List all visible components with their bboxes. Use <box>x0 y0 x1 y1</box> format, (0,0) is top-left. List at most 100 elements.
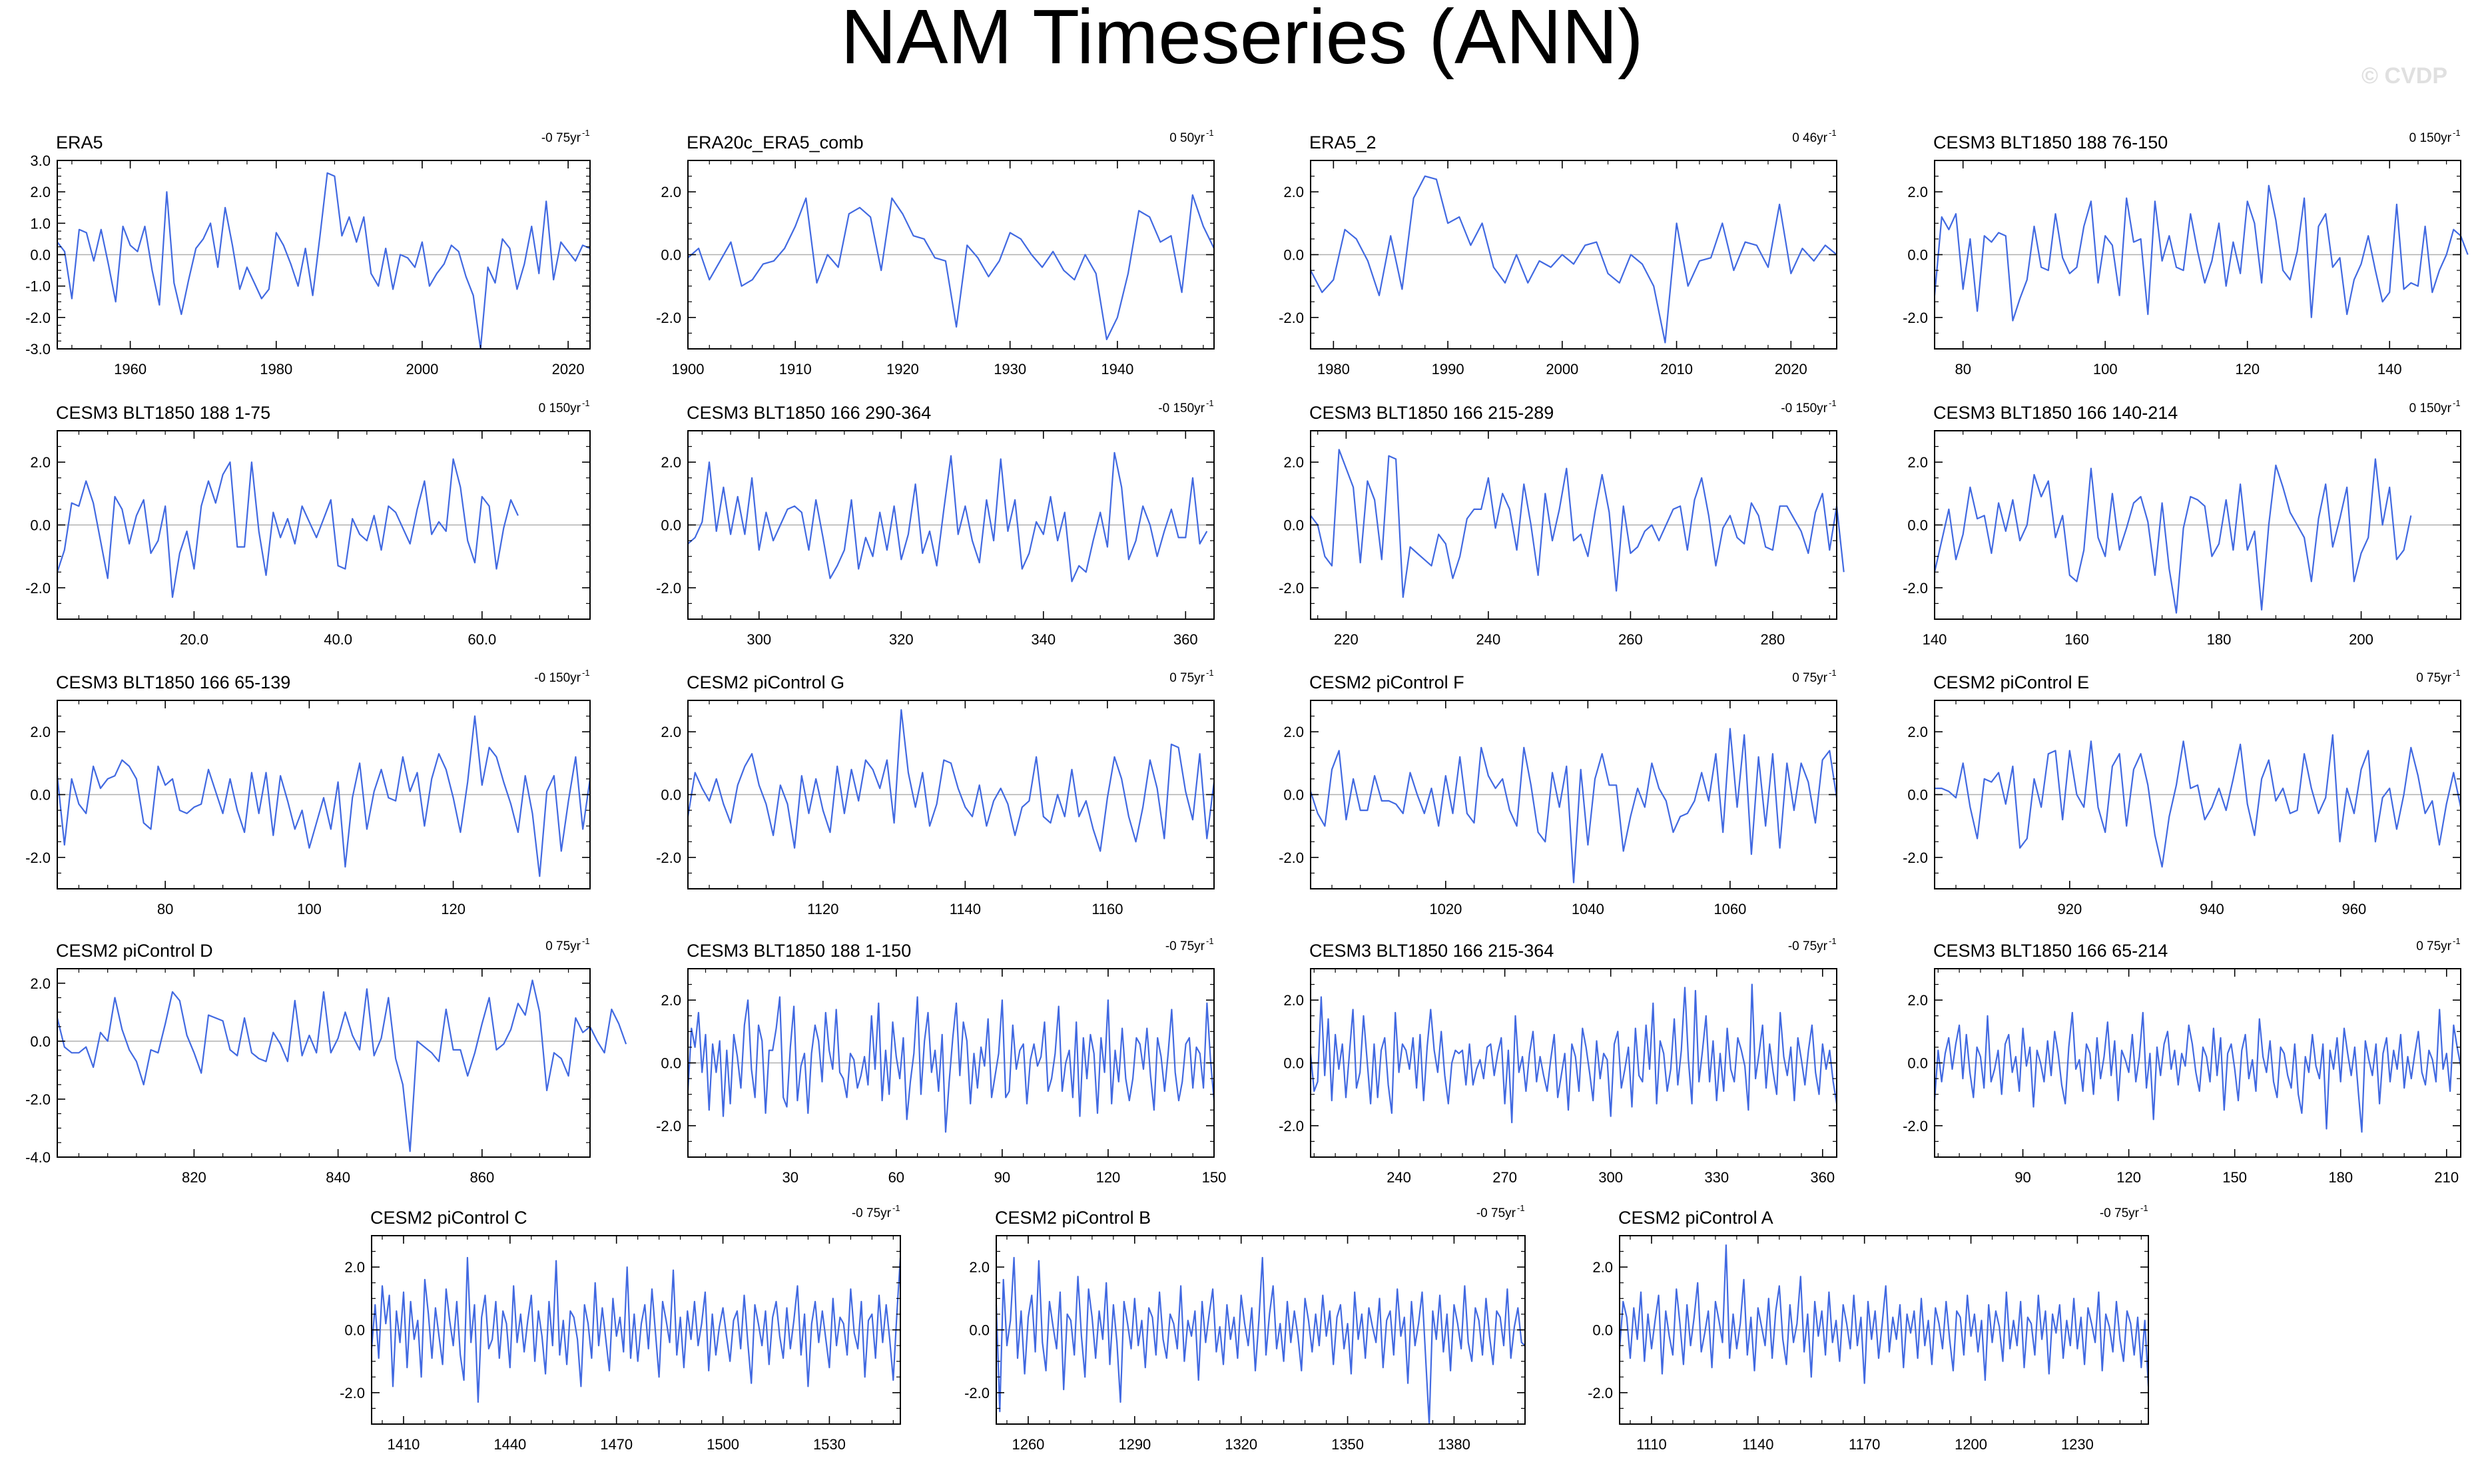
x-tick-label: 140 <box>2377 361 2402 377</box>
x-tick-label: 60.0 <box>467 631 496 648</box>
trend-label: 0 75yr <box>2416 671 2451 685</box>
y-tick-label: 0.0 <box>1907 1055 1928 1072</box>
x-tick-label: 1990 <box>1432 361 1464 377</box>
plot-frame <box>57 968 591 1158</box>
x-tick-label: 30 <box>782 1169 798 1186</box>
trend-superscript: -1 <box>2140 1203 2148 1213</box>
x-tick-label: 1060 <box>1713 901 1746 917</box>
series-line <box>1310 449 1845 599</box>
series-line <box>1309 728 1838 883</box>
trend-label: -0 75yr <box>2100 1206 2140 1220</box>
x-tick-label: 1920 <box>886 361 919 377</box>
panel-title: CESM2 piControl D <box>56 941 213 961</box>
figure-title: NAM Timeseries (ANN) <box>840 0 1643 80</box>
series-line <box>1309 983 1838 1124</box>
x-tick-label: 270 <box>1492 1169 1517 1186</box>
y-tick-label: 0.0 <box>1592 1322 1613 1339</box>
x-tick-label: 300 <box>1598 1169 1623 1186</box>
x-tick-label: 1980 <box>1317 361 1350 377</box>
trend-label: -0 75yr <box>1165 939 1205 953</box>
x-tick-label: 240 <box>1387 1169 1411 1186</box>
x-tick-label: 840 <box>326 1169 350 1186</box>
y-tick-label: 2.0 <box>30 454 51 471</box>
y-tick-label: 2.0 <box>661 184 681 200</box>
y-tick-label: 2.0 <box>969 1259 990 1276</box>
trend-label: 0 46yr <box>1792 131 1827 145</box>
y-tick-label: -2.0 <box>656 1118 681 1134</box>
x-tick-label: 180 <box>2207 631 2232 648</box>
x-tick-label: 120 <box>2116 1169 2141 1186</box>
x-tick-label: 150 <box>2222 1169 2247 1186</box>
y-tick-label: -2.0 <box>25 1091 51 1108</box>
x-tick-label: 2000 <box>406 361 438 377</box>
y-tick-label: -2.0 <box>964 1385 990 1401</box>
panel-title: CESM2 piControl E <box>1933 672 2089 692</box>
x-tick-label: 160 <box>2064 631 2089 648</box>
y-tick-label: 0.0 <box>1283 1055 1304 1072</box>
x-tick-label: 330 <box>1704 1169 1729 1186</box>
trend-superscript: -1 <box>1206 398 1214 408</box>
x-tick-label: 1930 <box>994 361 1026 377</box>
trend-superscript: -1 <box>2453 128 2461 138</box>
y-tick-label: 2.0 <box>1283 724 1304 740</box>
trend-label: 0 50yr <box>1169 131 1205 145</box>
trend-superscript: -1 <box>1829 668 1837 678</box>
x-tick-label: 1230 <box>2061 1436 2094 1453</box>
y-tick-label: 2.0 <box>661 992 681 1009</box>
panel-11: CESM2 piControl E 0 75yr -1 -2.0 0.0 2.0 920 94… <box>1903 668 2462 917</box>
series-line <box>687 709 1215 852</box>
panel-grid: ERA5 -0 75yr -1-3.0-2.0-1.00.01.02.03.0196… <box>25 128 2469 1453</box>
panel-10: CESM2 piControl F 0 75yr -1 -2.0 0.0 2.0 1020 1… <box>1279 668 1838 917</box>
x-tick-label: 210 <box>2434 1169 2459 1186</box>
x-tick-label: 1910 <box>779 361 812 377</box>
panel-title: CESM2 piControl C <box>370 1208 527 1228</box>
x-tick-label: 100 <box>2093 361 2118 377</box>
series-line <box>687 194 1215 340</box>
y-tick-label: 2.0 <box>1283 184 1304 200</box>
y-tick-label: 1.0 <box>30 215 51 232</box>
y-tick-label: 2.0 <box>30 724 51 740</box>
x-tick-label: 20.0 <box>180 631 208 648</box>
panel-14: CESM3 BLT1850 166 215-364 -0 75yr -1 -2.0 0.… <box>1279 936 1838 1186</box>
x-tick-label: 1040 <box>1572 901 1604 917</box>
x-tick-label: 80 <box>157 901 173 917</box>
trend-superscript: -1 <box>1829 128 1837 138</box>
series-line <box>1933 458 2412 614</box>
y-tick-label: 0.0 <box>661 247 681 264</box>
x-tick-label: 2020 <box>552 361 585 377</box>
panel-title: CESM3 BLT1850 188 1-150 <box>687 941 911 961</box>
series-line <box>687 996 1215 1133</box>
panel-title: CESM3 BLT1850 166 290-364 <box>687 403 931 423</box>
x-tick-label: 1320 <box>1225 1436 1257 1453</box>
panel-18: CESM2 piControl A -0 75yr -1 -2.0 0.0 2.0 1110… <box>1588 1203 2150 1453</box>
x-tick-label: 1290 <box>1118 1436 1151 1453</box>
y-tick-label: -2.0 <box>1279 850 1304 866</box>
x-tick-label: 240 <box>1476 631 1501 648</box>
x-tick-label: 80 <box>1955 361 1971 377</box>
y-tick-label: -2.0 <box>1903 1118 1928 1134</box>
y-tick-label: 0.0 <box>1907 247 1928 264</box>
x-tick-label: 1500 <box>707 1436 739 1453</box>
y-tick-label: 0.0 <box>30 1033 51 1050</box>
y-tick-label: -2.0 <box>1903 850 1928 866</box>
trend-label: -0 150yr <box>1158 401 1205 415</box>
y-tick-label: 0.0 <box>1283 787 1304 804</box>
y-tick-label: -2.0 <box>1903 310 1928 326</box>
x-tick-label: 90 <box>994 1169 1010 1186</box>
panel-2: ERA5_2 0 46yr -1 -2.0 0.0 2.0 1980 1990 2000 2010… <box>1279 128 1837 377</box>
y-tick-label: 2.0 <box>1283 454 1304 471</box>
x-tick-label: 1350 <box>1331 1436 1364 1453</box>
trend-label: 0 75yr <box>545 939 581 953</box>
panel-17: CESM2 piControl B -0 75yr -1 -2.0 0.0 2.0 1260… <box>964 1203 1526 1453</box>
trend-label: 0 150yr <box>2409 131 2452 145</box>
x-tick-label: 1980 <box>260 361 292 377</box>
y-tick-label: 0.0 <box>30 517 51 534</box>
trend-superscript: -1 <box>2453 668 2461 678</box>
x-tick-label: 1110 <box>1636 1436 1667 1453</box>
trend-superscript: -1 <box>2453 936 2461 946</box>
x-tick-label: 90 <box>2015 1169 2030 1186</box>
y-tick-label: 2.0 <box>1907 184 1928 200</box>
trend-label: -0 75yr <box>1788 939 1828 953</box>
x-tick-label: 300 <box>747 631 771 648</box>
